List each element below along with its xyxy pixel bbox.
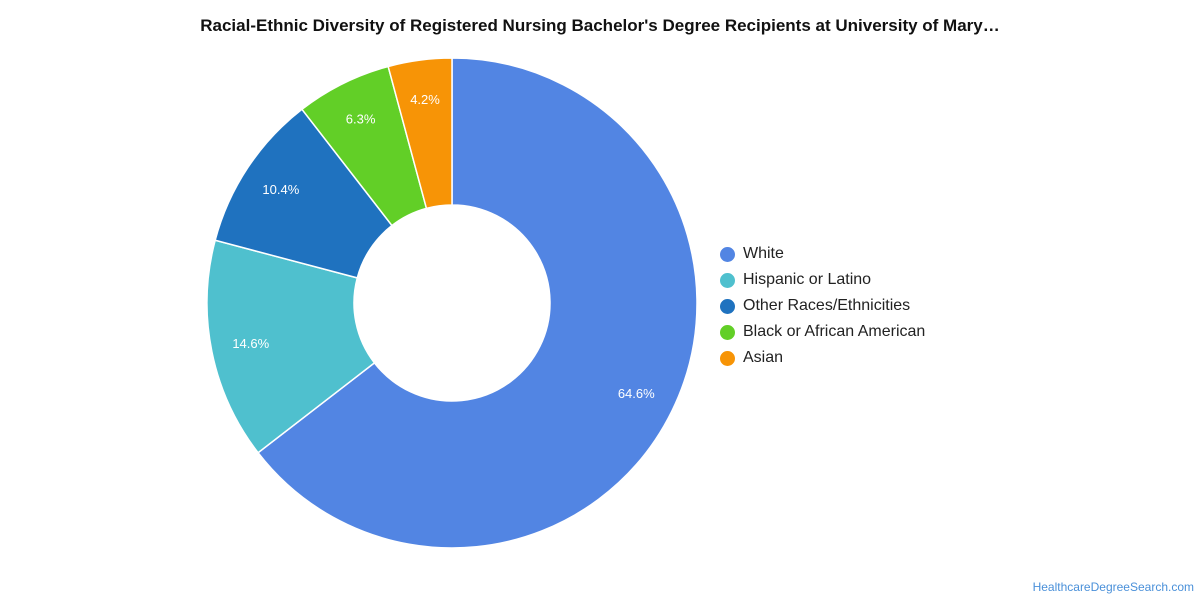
legend-swatch-hispanic <box>720 272 735 288</box>
legend-item-asian[interactable]: Asian <box>720 345 925 371</box>
legend-label-other-races: Other Races/Ethnicities <box>743 297 911 314</box>
chart-legend: White Hispanic or Latino Other Races/Eth… <box>720 241 925 371</box>
source-link[interactable]: HealthcareDegreeSearch.com <box>1032 580 1194 594</box>
legend-label-hispanic: Hispanic or Latino <box>743 271 872 288</box>
legend-swatch-other-races <box>720 298 735 314</box>
slice-hispanic[interactable] <box>206 239 376 454</box>
slice-white[interactable] <box>257 57 698 549</box>
legend-label-white: White <box>743 245 784 262</box>
slice-label-hispanic: 14.6% <box>232 336 269 351</box>
legend-label-black: Black or African American <box>743 323 926 340</box>
legend-item-black[interactable]: Black or African American <box>720 319 925 345</box>
legend-swatch-black <box>720 324 735 340</box>
slice-label-black: 6.3% <box>346 112 376 127</box>
legend-item-hispanic[interactable]: Hispanic or Latino <box>720 267 925 293</box>
chart-title: Racial-Ethnic Diversity of Registered Nu… <box>200 16 1000 35</box>
legend-swatch-asian <box>720 350 735 366</box>
slice-label-asian: 4.2% <box>410 92 440 107</box>
legend-label-asian: Asian <box>743 349 784 366</box>
slice-asian[interactable] <box>387 57 453 210</box>
slice-other-races[interactable] <box>214 108 394 279</box>
slice-label-other-races: 10.4% <box>262 182 299 197</box>
legend-item-other-races[interactable]: Other Races/Ethnicities <box>720 293 925 319</box>
slice-label-white: 64.6% <box>618 386 655 401</box>
legend-swatch-white <box>720 246 735 262</box>
legend-item-white[interactable]: White <box>720 241 925 267</box>
